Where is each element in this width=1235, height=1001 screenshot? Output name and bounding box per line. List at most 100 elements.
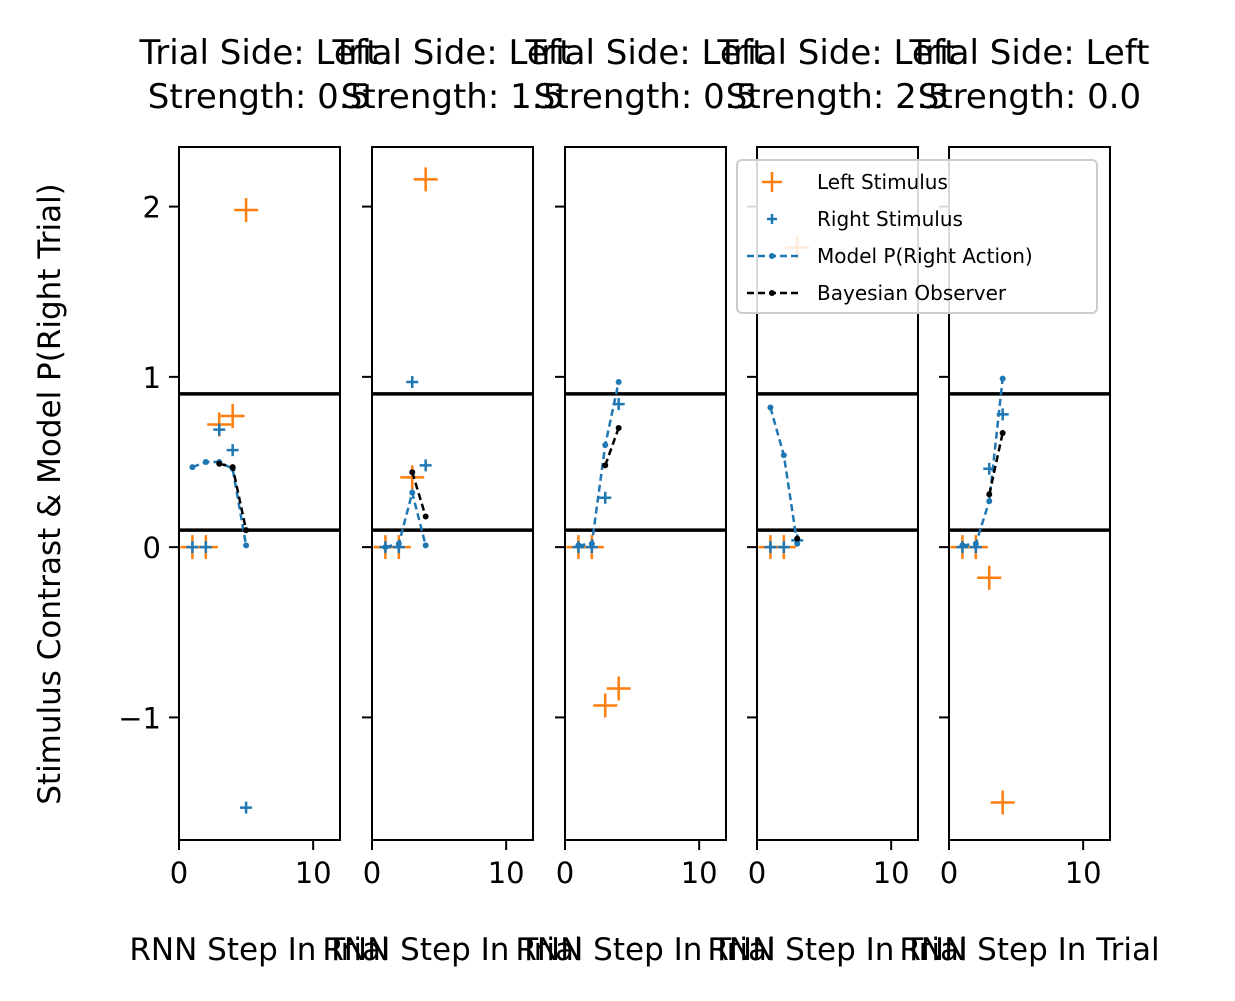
axes-frame bbox=[178, 146, 341, 841]
right-stimulus-marker bbox=[213, 423, 226, 436]
x-tick-label: 10 bbox=[488, 856, 525, 890]
x-axis-label: RNN Step In Trial bbox=[899, 932, 1159, 968]
axes-frame bbox=[756, 146, 919, 841]
x-axis-label: RNN Step In Trial bbox=[515, 932, 775, 968]
legend-label: Model P(Right Action) bbox=[817, 244, 1033, 268]
x-tick-label: 0 bbox=[748, 856, 766, 890]
model-point bbox=[575, 542, 582, 549]
model-point bbox=[382, 544, 389, 551]
bayesian-line bbox=[988, 432, 1004, 495]
panel-4: 0 10 RNN Step In Trial Trial Side: Left Stre… bbox=[707, 33, 967, 968]
panel-1: −1 0 1 2 0 10 RNN Step In Trial Trial Side: Lef… bbox=[118, 33, 389, 968]
model-point bbox=[602, 441, 609, 448]
model-point bbox=[422, 542, 429, 549]
right-stimulus-marker bbox=[240, 801, 253, 814]
panel-title: Trial Side: Left Strength: 0.5 bbox=[138, 33, 379, 117]
legend: Left Stimulus Right Stimulus Model P(Right… bbox=[736, 159, 1098, 314]
x-tick-label: 0 bbox=[170, 856, 188, 890]
axes-frame bbox=[948, 146, 1111, 841]
model-line bbox=[385, 487, 427, 549]
x-tick-label: 10 bbox=[681, 856, 718, 890]
left-stimulus-marker bbox=[400, 465, 425, 490]
legend-marker bbox=[767, 214, 777, 224]
model-line bbox=[769, 407, 799, 544]
x-tick-label: 10 bbox=[873, 856, 910, 890]
left-stimulus-marker bbox=[234, 198, 259, 222]
panels: −1 0 1 2 0 10 RNN Step In Trial Trial Side: Lef… bbox=[118, 33, 1159, 968]
x-tick-label: 10 bbox=[1065, 856, 1102, 890]
bayesian-line bbox=[604, 427, 620, 466]
model-line bbox=[578, 381, 620, 547]
x-tick-label: 10 bbox=[295, 856, 332, 890]
legend-label: Right Stimulus bbox=[817, 207, 963, 231]
right-stimulus-marker bbox=[777, 541, 790, 554]
right-stimulus-marker bbox=[186, 541, 199, 554]
model-point bbox=[243, 542, 250, 549]
y-tick-label: 1 bbox=[143, 361, 161, 395]
left-stimulus-marker bbox=[593, 693, 618, 718]
right-stimulus-marker bbox=[599, 491, 612, 504]
bayesian-point bbox=[243, 527, 250, 534]
panel-title: Trial Side: Left Strength: 0.0 bbox=[908, 33, 1149, 117]
model-point bbox=[972, 540, 979, 547]
y-tick-label: 2 bbox=[143, 191, 161, 225]
bayesian-point bbox=[409, 469, 416, 476]
x-tick-label: 0 bbox=[363, 856, 381, 890]
right-stimulus-marker bbox=[419, 459, 432, 472]
model-point bbox=[189, 464, 196, 471]
x-axis-label: RNN Step In Trial bbox=[707, 932, 967, 968]
bayesian-line bbox=[411, 471, 427, 517]
panel-5: 0 10 RNN Step In Trial Trial Side: Left Stre… bbox=[899, 33, 1159, 968]
model-point bbox=[409, 489, 416, 496]
x-axis-label: RNN Step In Trial bbox=[129, 932, 389, 968]
model-point bbox=[615, 378, 622, 385]
model-point bbox=[959, 542, 966, 549]
y-tick-label: −1 bbox=[118, 701, 161, 735]
bayesian-point bbox=[216, 460, 223, 467]
left-stimulus-marker bbox=[977, 565, 1002, 590]
x-tick-label: 0 bbox=[556, 856, 574, 890]
left-stimulus-marker bbox=[413, 167, 438, 192]
model-point bbox=[999, 375, 1006, 382]
left-stimulus-marker bbox=[220, 404, 245, 429]
model-point bbox=[588, 540, 595, 547]
right-stimulus-marker bbox=[199, 541, 212, 554]
y-tick-label: 0 bbox=[143, 531, 161, 565]
axes-frame bbox=[564, 146, 727, 841]
left-stimulus-marker bbox=[990, 790, 1015, 815]
model-line bbox=[962, 378, 1004, 547]
legend-dot bbox=[769, 253, 775, 259]
panel-2: 0 10 RNN Step In Trial Trial Side: Left Stre… bbox=[322, 33, 582, 968]
right-stimulus-marker bbox=[764, 541, 777, 554]
panel-title: Trial Side: Left Strength: 1.5 bbox=[331, 33, 572, 117]
panel-3: 0 10 RNN Step In Trial Trial Side: Left Stre… bbox=[515, 33, 775, 968]
legend-label: Bayesian Observer bbox=[817, 281, 1007, 305]
model-point bbox=[395, 540, 402, 547]
model-point bbox=[794, 540, 801, 547]
axes-frame bbox=[371, 146, 534, 841]
bayesian-point bbox=[422, 513, 429, 520]
legend-marker bbox=[762, 172, 782, 192]
right-stimulus-marker bbox=[406, 375, 419, 388]
y-axis-label: Stimulus Contrast & Model P(Right Trial) bbox=[32, 183, 68, 805]
x-axis-label: RNN Step In Trial bbox=[322, 932, 582, 968]
right-stimulus-marker bbox=[226, 444, 239, 457]
panel-title: Trial Side: Left Strength: 0.5 bbox=[524, 33, 765, 117]
model-point bbox=[202, 459, 209, 465]
bayesian-point bbox=[229, 464, 236, 471]
bayesian-point bbox=[602, 462, 609, 469]
bayesian-point bbox=[615, 424, 622, 431]
bayesian-point bbox=[999, 430, 1006, 437]
panel-title: Trial Side: Left Strength: 2.5 bbox=[716, 33, 957, 117]
legend-dot bbox=[769, 290, 775, 296]
bayesian-point bbox=[986, 491, 993, 498]
model-point bbox=[986, 498, 993, 505]
model-line bbox=[191, 460, 248, 546]
x-tick-label: 0 bbox=[940, 856, 958, 890]
bayesian-point bbox=[794, 535, 801, 542]
legend-label: Left Stimulus bbox=[817, 170, 948, 194]
model-point bbox=[767, 404, 774, 411]
left-stimulus-marker bbox=[606, 676, 631, 701]
legend-box bbox=[736, 159, 1098, 314]
